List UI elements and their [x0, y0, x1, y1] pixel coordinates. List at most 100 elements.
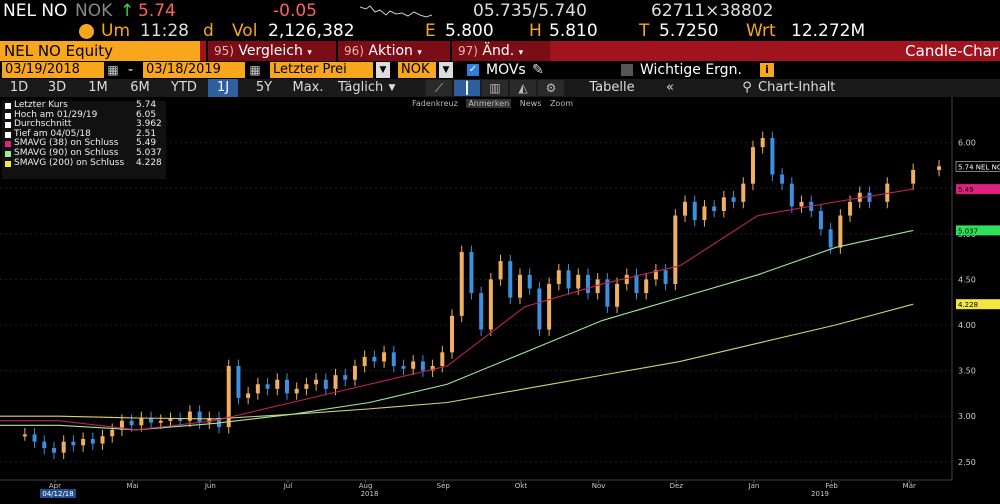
candle-body — [255, 384, 260, 394]
legend-label: Tief am 04/05/18 — [14, 128, 91, 139]
legend-swatch[interactable] — [5, 150, 11, 157]
legend-swatch[interactable] — [5, 141, 11, 148]
candle-body — [653, 270, 658, 280]
candle-body — [799, 201, 804, 207]
period-max[interactable]: Max. — [292, 80, 324, 95]
news-tool[interactable]: News — [519, 99, 542, 108]
y-tick-label: 4.00 — [958, 321, 976, 330]
legend-swatch[interactable] — [5, 131, 11, 138]
table-button[interactable]: Tabelle — [589, 80, 635, 95]
legend-swatch[interactable] — [5, 103, 11, 109]
calendar-icon[interactable]: ▦ — [249, 63, 261, 77]
menu-aktion[interactable]: 96) Aktion ▾ — [336, 41, 450, 61]
caret-down-icon: ▾ — [518, 48, 524, 58]
bar-chart-icon[interactable]: ▥ — [482, 80, 508, 96]
legend-label: Hoch am 01/29/19 — [14, 109, 98, 120]
legend-swatch[interactable] — [5, 112, 11, 119]
area-chart-icon[interactable]: ◭ — [510, 80, 536, 96]
range-bar: 03/19/2018 ▦ - 03/18/2019 ▦ Letzter Prei… — [0, 61, 1000, 79]
menu-vergleich[interactable]: 95) Vergleich ▾ — [206, 41, 336, 61]
security-bar: NEL NO Equity 95) Vergleich ▾ 96) Aktion… — [0, 41, 1000, 61]
chevron-down-icon[interactable]: ▼ — [376, 62, 390, 78]
legend-item: SMAVG (90) on Schluss 5.037 — [2, 147, 166, 159]
events-checkbox[interactable] — [621, 64, 633, 76]
annotate-tool[interactable]: Anmerken — [466, 99, 512, 108]
period-3d[interactable]: 3D — [47, 80, 67, 95]
candle-body — [789, 183, 794, 207]
candle-body — [207, 417, 212, 423]
collapse-icon[interactable]: « — [666, 80, 674, 95]
price-badge-label: 5.037 — [958, 227, 978, 235]
y-tick-label: 3.50 — [958, 367, 976, 376]
start-date-field[interactable]: 03/19/2018 — [2, 62, 104, 78]
x-tick-label: Mär — [903, 482, 916, 490]
line-chart-icon[interactable]: ⟋ — [426, 80, 452, 96]
period-1d[interactable]: 1D — [9, 80, 29, 95]
movs-checkbox[interactable]: ✓ — [467, 64, 479, 76]
security-field[interactable]: NEL NO Equity — [0, 41, 200, 61]
legend-item: Hoch am 01/29/19 6.05 — [2, 109, 166, 121]
period-6m[interactable]: 6M — [130, 80, 150, 95]
candle-body — [770, 138, 775, 175]
ticker-symbol[interactable]: NEL NO — [3, 1, 68, 21]
candle-body — [760, 138, 765, 148]
legend-label: SMAVG (90) on Schluss — [14, 147, 119, 158]
candle-body — [90, 438, 95, 444]
y-axis: 6.005.505.004.504.003.503.002.50 — [951, 97, 976, 480]
candle-body — [615, 283, 620, 307]
candle-body — [469, 252, 474, 294]
period-1m[interactable]: 1M — [88, 80, 108, 95]
price-type-select[interactable]: Letzter Prei — [270, 62, 373, 78]
frequency-select[interactable]: Täglich — [338, 80, 384, 95]
candle-body — [712, 206, 717, 211]
candle-body — [818, 210, 823, 230]
chevron-down-icon[interactable]: ▼ — [388, 83, 396, 93]
quote-time: 11:28 — [140, 21, 189, 41]
y-tick-label: 2.50 — [958, 458, 976, 467]
period-1j[interactable]: 1J — [208, 79, 238, 97]
volume: 2,126,382 — [268, 21, 355, 41]
candle-body — [294, 388, 299, 394]
currency-select[interactable]: NOK — [398, 62, 436, 78]
x-tick-label: Nov — [592, 482, 606, 490]
menu-aend[interactable]: 97) Änd. ▾ — [450, 41, 550, 61]
end-date-field[interactable]: 03/18/2019 — [143, 62, 245, 78]
crosshair-tool[interactable]: Fadenkreuz — [412, 99, 458, 108]
legend-swatch[interactable] — [5, 122, 11, 129]
settings-icon[interactable]: ⚙ — [538, 80, 564, 96]
legend-swatch[interactable] — [5, 160, 11, 167]
wrt-label: Wrt — [746, 21, 776, 41]
up-arrow-icon: ↑ — [120, 1, 135, 21]
candle-chart-icon[interactable]: ┃ — [454, 80, 480, 96]
info-icon[interactable]: i — [760, 63, 774, 77]
candle-body — [119, 420, 124, 430]
legend-label: SMAVG (200) on Schluss — [14, 157, 125, 168]
candle-body — [838, 215, 843, 248]
candle-body — [508, 261, 513, 298]
candle-body — [139, 417, 144, 426]
price-chart[interactable]: 6.005.505.004.504.003.503.002.50 AprMaiJ… — [0, 97, 1000, 504]
chevron-down-icon[interactable]: ▼ — [439, 62, 453, 78]
calendar-icon[interactable]: ▦ — [107, 63, 119, 77]
chart-content-button[interactable]: Chart-Inhalt — [758, 80, 836, 95]
h-label: H — [529, 21, 542, 41]
menu-label: Aktion — [368, 43, 413, 59]
chart-subtools: Fadenkreuz Anmerken News Zoom — [412, 98, 579, 109]
events-label: Wichtige Ergn. — [640, 62, 742, 78]
period-5y[interactable]: 5Y — [255, 80, 273, 95]
period-ytd[interactable]: YTD — [171, 80, 197, 95]
candle-body — [265, 384, 270, 389]
candle-body — [246, 393, 251, 398]
y-tick-label: 6.00 — [958, 139, 976, 148]
legend-label: SMAVG (38) on Schluss — [14, 138, 119, 149]
legend-value: 5.037 — [136, 147, 162, 158]
legend-item: SMAVG (38) on Schluss 5.49 — [2, 139, 166, 149]
pencil-icon[interactable]: ✎ — [532, 62, 544, 78]
chart-grid — [0, 142, 952, 463]
candle-body — [634, 274, 639, 294]
zoom-tool[interactable]: Zoom — [549, 99, 573, 108]
candle-body — [411, 361, 416, 369]
sma38-line — [0, 188, 914, 431]
candle-body — [692, 201, 697, 221]
legend-label: Letzter Kurs — [14, 100, 68, 110]
